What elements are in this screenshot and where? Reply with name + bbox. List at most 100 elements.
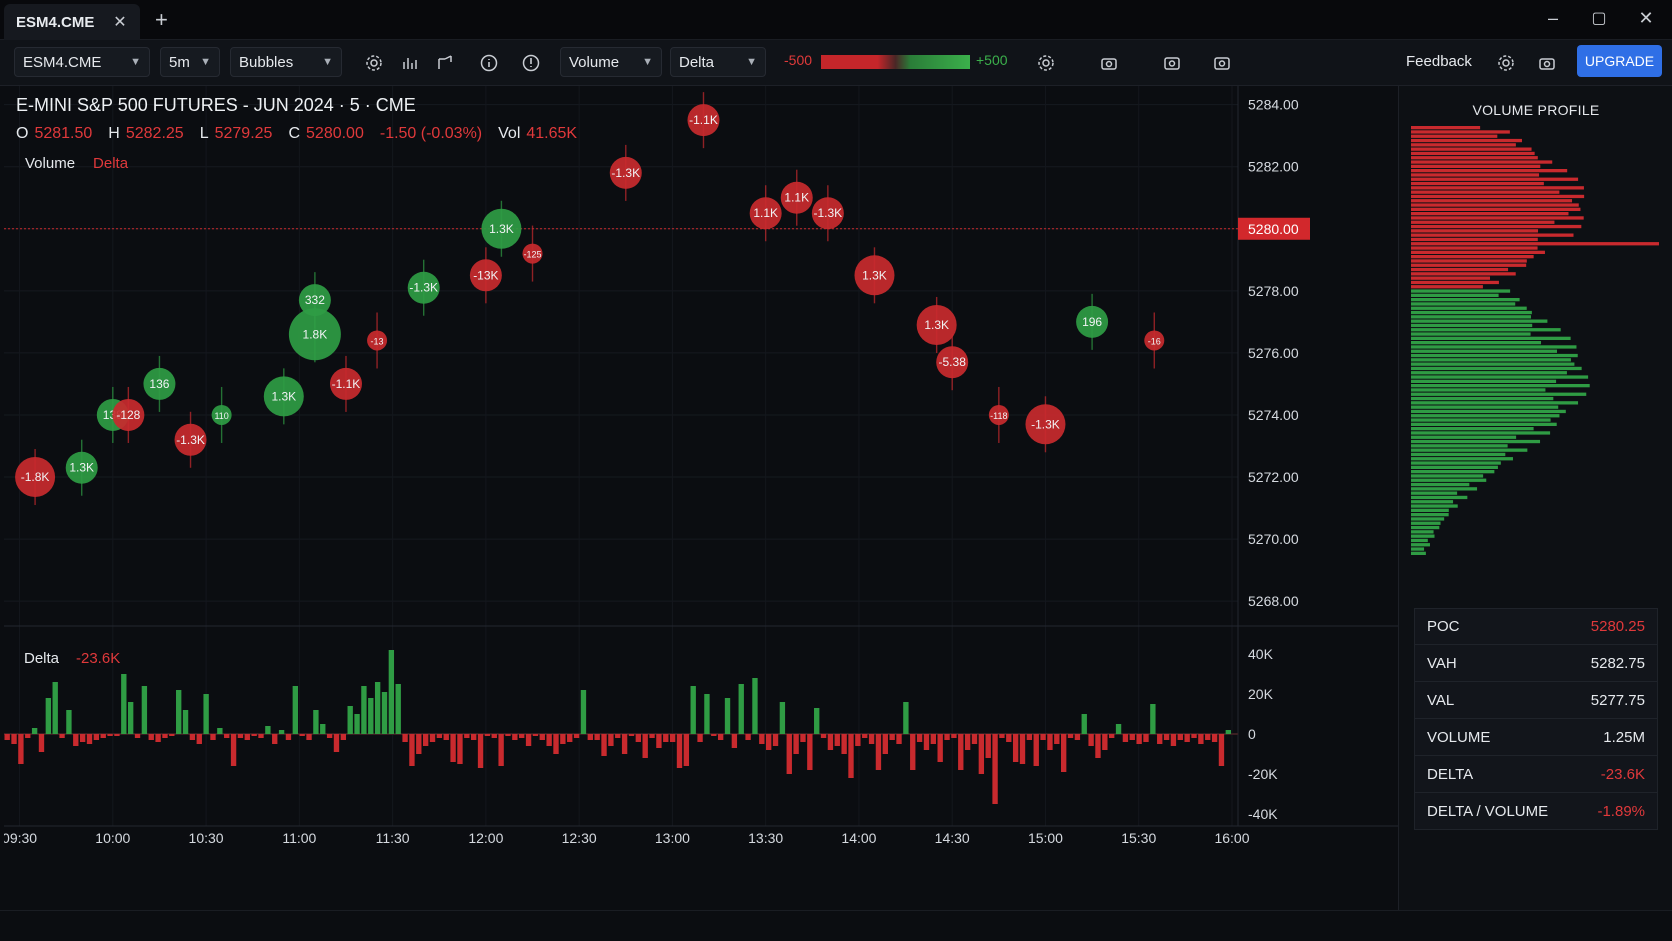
delta-bar (79, 734, 86, 742)
delta-bar (251, 734, 257, 736)
delta-bar (374, 682, 381, 734)
legend-delta[interactable]: Delta (93, 155, 129, 172)
profile-bar (1411, 375, 1589, 379)
profile-bar (1411, 319, 1548, 323)
stat-row-poc: POC 5280.25 (1414, 608, 1658, 645)
feedback-link[interactable]: Feedback (1406, 53, 1472, 70)
price-chart[interactable]: 5284.00 5282.00 5280.00 5278.00 5276.00 5274.… (4, 86, 1398, 910)
volume-bubble (481, 208, 522, 249)
delta-bar (985, 734, 991, 758)
profile-bar (1411, 289, 1511, 293)
profile-bar (1411, 130, 1510, 134)
profile-bar (1411, 336, 1571, 340)
volume-bubble (936, 346, 969, 379)
delta-bar (1184, 734, 1190, 742)
delta-bar (944, 734, 950, 740)
time-tick-label: 12:00 (468, 830, 503, 846)
profile-bar (1411, 186, 1584, 190)
delta-bar (38, 734, 45, 752)
profile-bar (1411, 345, 1577, 349)
profile-bar (1411, 280, 1499, 285)
delta-bar (546, 734, 552, 746)
delta-bar (752, 678, 758, 734)
delta-bar (992, 734, 998, 804)
legend-volume[interactable]: Volume (25, 155, 76, 172)
tab-symbol[interactable]: ESM4.CME ✕ (4, 4, 140, 40)
delta-bar (580, 690, 587, 734)
template-icon[interactable] (1160, 51, 1184, 75)
chart-style-select[interactable]: Bubbles ▼ (230, 47, 342, 77)
stat-row-vah: VAH 5282.75 (1414, 645, 1658, 682)
global-settings-icon[interactable] (1494, 51, 1518, 75)
delta-bar (45, 698, 52, 734)
close-label: C (288, 125, 301, 142)
volume-bubble (288, 308, 341, 361)
chevron-down-icon: ▼ (322, 56, 333, 68)
delta-bar (1109, 734, 1115, 738)
volume-bubble (469, 259, 502, 292)
profile-bar (1411, 353, 1578, 358)
bar-chart-icon[interactable] (398, 51, 422, 75)
info-icon[interactable] (477, 51, 501, 75)
symbol-select[interactable]: ESM4.CME ▼ (14, 47, 150, 77)
delta-bar (553, 734, 559, 754)
bubble-label: -1.1K (332, 377, 361, 391)
add-tab-icon[interactable]: + (155, 7, 168, 32)
stat-label: DELTA / VOLUME (1427, 802, 1549, 820)
delta-bar (299, 734, 305, 736)
delta-bar (1074, 734, 1081, 740)
delta-bar (189, 734, 196, 740)
delta-bar (182, 710, 189, 734)
price-tick-label: 5268.00 (1248, 593, 1299, 609)
delta-tick-label: 20K (1248, 686, 1274, 702)
bubble-label: -1.8K (21, 470, 50, 484)
interval-select[interactable]: 5m ▼ (160, 47, 220, 77)
delta-bar (738, 684, 744, 734)
delta-bar (690, 686, 696, 734)
delta-bar (1205, 734, 1211, 740)
delta-bar (354, 714, 360, 734)
high-value: 5282.25 (125, 125, 184, 142)
bubble-label: -1.3K (176, 433, 205, 447)
alert-icon[interactable] (519, 51, 543, 75)
metric-delta-select[interactable]: Delta ▼ (670, 47, 766, 77)
delta-bar (1115, 724, 1122, 734)
minimize-icon[interactable]: – (1547, 8, 1558, 28)
window-close-icon[interactable]: ✕ (1638, 8, 1654, 28)
legend-settings-icon[interactable] (1034, 51, 1058, 75)
bubble-label: 1.3K (489, 222, 514, 236)
drawing-tool-icon[interactable] (433, 51, 457, 75)
profile-bar (1411, 474, 1484, 478)
profile-bar (1411, 543, 1430, 547)
close-icon[interactable]: ✕ (113, 14, 127, 31)
camera-icon[interactable] (1097, 51, 1121, 75)
upgrade-button[interactable]: UPGRADE (1577, 45, 1662, 77)
settings-icon[interactable] (362, 51, 386, 75)
delta-bar (505, 734, 511, 736)
profile-bar (1411, 448, 1528, 452)
price-tick-label: 5278.00 (1248, 283, 1299, 299)
delta-bar (237, 734, 244, 738)
delta-bar (224, 734, 230, 738)
delta-bar (1211, 734, 1218, 742)
screenshot-icon[interactable] (1535, 51, 1559, 75)
delta-bar (436, 734, 443, 738)
profile-bar (1411, 302, 1516, 306)
maximize-icon[interactable]: ▢ (1591, 10, 1607, 27)
delta-bar (669, 734, 676, 742)
profile-bar (1411, 276, 1490, 280)
bubble-label: 196 (1082, 315, 1102, 329)
metric-volume-select[interactable]: Volume ▼ (560, 47, 662, 77)
profile-bar (1411, 444, 1508, 448)
delta-pane-label: Delta (24, 650, 60, 667)
profile-bar (1411, 439, 1541, 444)
delta-bar (958, 734, 964, 770)
bubble-label: 1.3K (271, 389, 296, 403)
snapshot-icon[interactable] (1210, 51, 1234, 75)
delta-bar (759, 734, 765, 744)
bubble-label: 1.8K (303, 327, 328, 341)
time-tick-label: 15:00 (1028, 830, 1063, 846)
bubble-label: -1.3K (1031, 417, 1060, 431)
profile-bar (1411, 431, 1551, 435)
volume-bubble (811, 197, 844, 230)
